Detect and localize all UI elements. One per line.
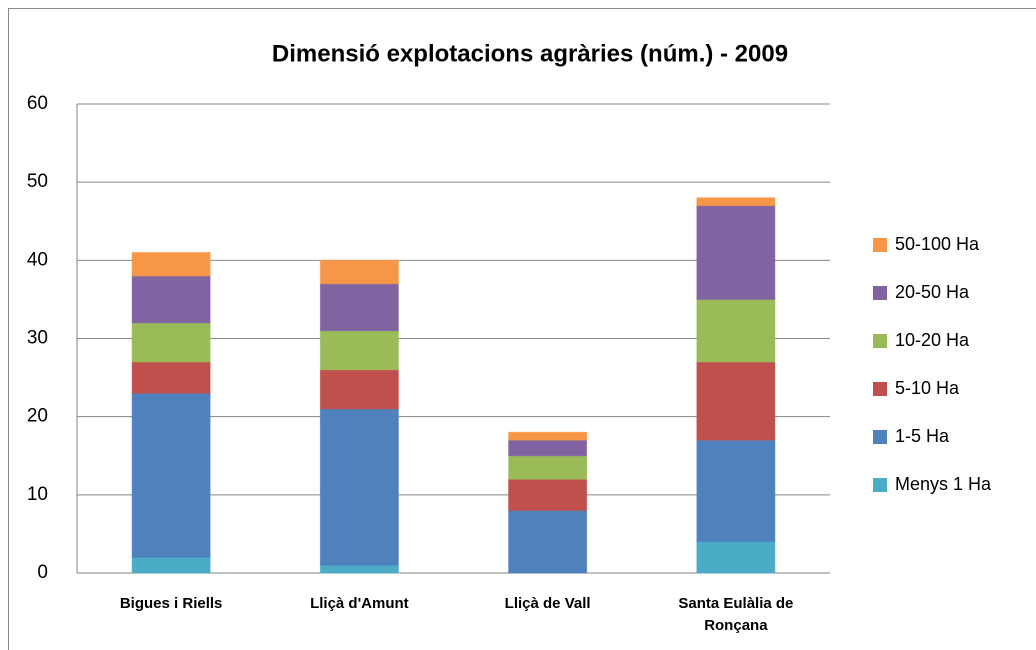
- bar-segment: [508, 431, 588, 441]
- bar-segment: [696, 361, 776, 441]
- legend-label: 1-5 Ha: [895, 426, 950, 446]
- legend-label: Menys 1 Ha: [895, 474, 992, 494]
- x-tick-label: Lliçà de Vall: [504, 595, 591, 612]
- legend-swatch: [873, 430, 887, 444]
- bar-segment: [131, 322, 211, 363]
- bar-segment: [508, 439, 588, 457]
- y-tick-label: 0: [37, 562, 48, 583]
- chart-title: Dimensió explotacions agràries (núm.) - …: [272, 40, 788, 67]
- bar-segment: [319, 369, 399, 410]
- y-tick-label: 10: [27, 484, 48, 505]
- bar-segment: [319, 408, 399, 566]
- bar-segment: [319, 330, 399, 371]
- bar-segment: [319, 564, 399, 574]
- bar-segment: [319, 259, 399, 285]
- bar-segment: [319, 283, 399, 332]
- legend-label: 5-10 Ha: [895, 378, 960, 398]
- bar-segment: [696, 197, 776, 207]
- bar-segment: [696, 298, 776, 363]
- legend-label: 50-100 Ha: [895, 234, 980, 254]
- bar-segment: [131, 392, 211, 558]
- y-tick-label: 50: [27, 171, 48, 192]
- y-tick-label: 60: [27, 93, 48, 114]
- legend-label: 20-50 Ha: [895, 282, 970, 302]
- legend-swatch: [873, 286, 887, 300]
- bar-segment: [131, 275, 211, 324]
- y-tick-label: 20: [27, 406, 48, 427]
- bar-segment: [696, 439, 776, 543]
- y-tick-label: 30: [27, 328, 48, 349]
- legend-swatch: [873, 478, 887, 492]
- bar-segment: [131, 252, 211, 277]
- bar-segment: [131, 556, 211, 574]
- legend-swatch: [873, 382, 887, 396]
- chart-border: [8, 8, 1036, 650]
- x-tick-label: Lliçà d'Amunt: [310, 595, 409, 612]
- x-tick-label: Bigues i Riells: [119, 595, 223, 612]
- bar-segment: [508, 509, 588, 574]
- bar-segment: [508, 478, 588, 511]
- legend-swatch: [873, 238, 887, 252]
- bar-segment: [696, 205, 776, 300]
- y-tick-label: 40: [27, 249, 48, 270]
- bar-segment: [508, 455, 588, 480]
- legend-swatch: [873, 334, 887, 348]
- x-tick-label: Santa Eulàlia de Ronçana: [678, 595, 794, 634]
- bar-segment: [696, 541, 776, 574]
- bar-segment: [131, 361, 211, 394]
- legend-label: 10-20 Ha: [895, 330, 970, 350]
